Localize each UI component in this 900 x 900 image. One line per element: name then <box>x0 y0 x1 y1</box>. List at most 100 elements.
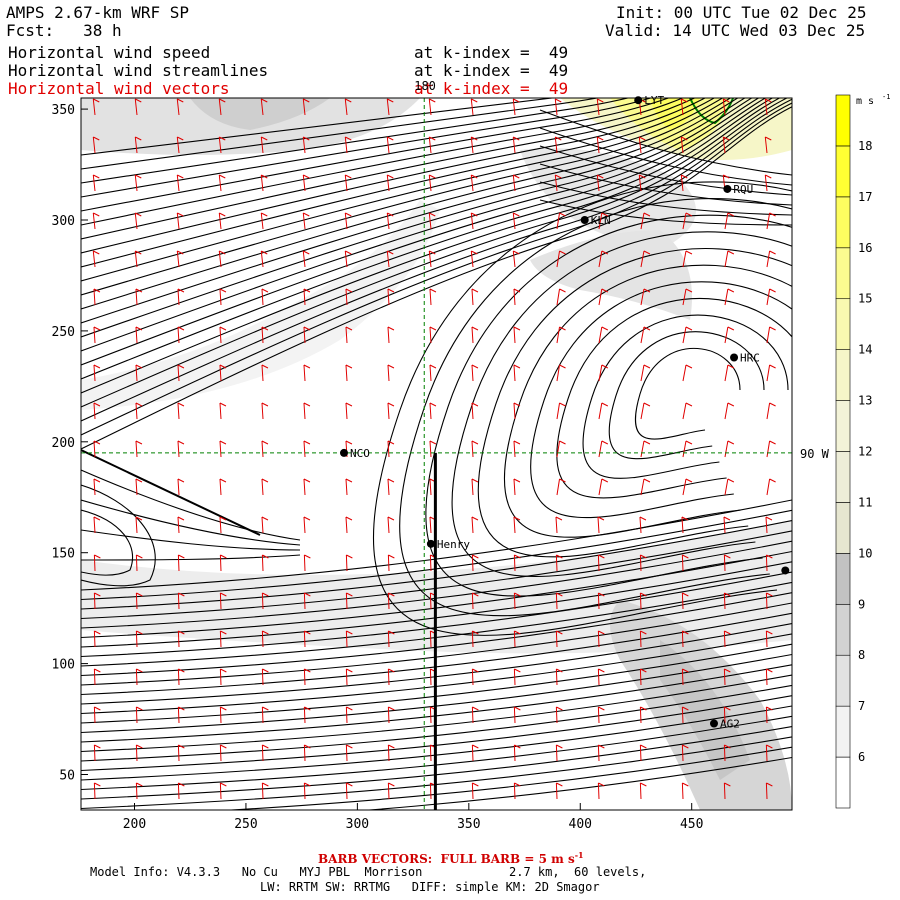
wind-barb-272 <box>93 706 101 724</box>
colorbar-tick-label-5: 11 <box>858 495 872 509</box>
map-frame <box>80 97 793 811</box>
wind-barb-211 <box>387 554 395 572</box>
streamline-6 <box>81 98 696 240</box>
parallel-label: 90 W <box>800 447 830 461</box>
wind-barb-162 <box>471 440 479 458</box>
wind-barb-303 <box>681 744 689 762</box>
wind-barb-129 <box>513 364 521 382</box>
wind-barb-316 <box>513 782 521 800</box>
colorbar-swatch-9 <box>835 298 851 350</box>
wind-barb-161 <box>429 440 437 458</box>
wind-barb-27 <box>512 136 520 154</box>
streamline-26 <box>81 540 792 629</box>
wind-barb-151 <box>724 402 735 420</box>
wind-barb-139 <box>219 402 227 420</box>
wind-barb-225 <box>261 592 269 610</box>
x-tick-label-5: 450 <box>680 817 703 832</box>
wind-barb-276 <box>261 706 269 724</box>
streamline-18 <box>81 98 789 408</box>
wind-barb-84 <box>766 250 776 268</box>
wind-barb-245 <box>387 630 395 648</box>
wind-barb-104 <box>177 326 185 344</box>
wind-barb-243 <box>303 630 311 648</box>
wind-barb-197 <box>513 516 521 534</box>
wind-barb-227 <box>345 592 353 610</box>
streamline-10 <box>81 98 732 296</box>
wind-barb-68 <box>92 250 100 268</box>
wind-barb-174 <box>261 478 269 496</box>
colorbar-swatch-12 <box>835 145 851 198</box>
wind-barb-105 <box>219 326 227 344</box>
wind-barb-217 <box>639 554 647 572</box>
wind-barb-83 <box>724 250 735 268</box>
wind-barb-125 <box>345 364 353 382</box>
colorbar-swatch-10 <box>835 247 851 300</box>
wind-barb-295 <box>345 744 353 762</box>
wind-barb-230 <box>471 592 479 610</box>
wind-barb-135 <box>766 364 776 382</box>
wind-barb-147 <box>556 402 566 420</box>
streamlines <box>81 98 792 810</box>
wind-barb-60 <box>470 212 478 230</box>
wind-barb-154 <box>135 440 143 458</box>
streamline-48 <box>634 347 741 440</box>
wind-barb-127 <box>429 364 437 382</box>
wind-barb-284 <box>597 706 605 724</box>
wind-barb-313 <box>387 782 395 800</box>
wind-barb-271 <box>765 668 773 686</box>
wind-barb-298 <box>471 744 479 762</box>
barb-note: BARB VECTORS: FULL BARB = 5 m s-1 <box>318 850 584 866</box>
wind-barb-110 <box>429 326 437 344</box>
colorbar-tick-label-1: 7 <box>858 699 865 713</box>
wind-barb-45 <box>554 174 562 192</box>
streamline-44 <box>81 726 792 800</box>
wind-barb-294 <box>303 744 311 762</box>
wind-barb-270 <box>723 668 731 686</box>
wind-barb-65 <box>682 212 693 230</box>
wind-barb-32 <box>722 136 730 154</box>
wind-barb-37 <box>218 174 226 192</box>
streamline-56 <box>425 214 792 597</box>
wind-barb-108 <box>345 326 353 344</box>
wind-barb-153 <box>93 440 101 458</box>
wind-barb-77 <box>470 250 478 268</box>
y-tick-label-0: 50 <box>59 769 75 784</box>
wind-barb-90 <box>303 288 311 306</box>
station-label-4: HRC <box>740 352 760 365</box>
colorbar-tick-label-3: 9 <box>858 597 865 611</box>
streamline-63 <box>81 449 261 536</box>
wind-barb-148 <box>598 402 609 420</box>
speed-region-1 <box>190 98 330 130</box>
wind-barb-317 <box>555 782 563 800</box>
wind-barb-185 <box>724 478 735 496</box>
wind-barb-198 <box>555 516 563 534</box>
wind-barb-301 <box>597 744 605 762</box>
wind-barb-132 <box>640 364 651 382</box>
wind-barb-130 <box>556 364 566 382</box>
streamline-54 <box>477 247 792 558</box>
wind-barb-46 <box>596 174 604 192</box>
wind-barb-103 <box>135 326 143 344</box>
colorbar-swatch-1 <box>835 705 851 758</box>
wind-barb-201 <box>681 516 689 534</box>
wind-barb-320 <box>681 782 689 800</box>
wind-barb-223 <box>177 592 185 610</box>
wind-barb-293 <box>261 744 269 762</box>
wind-barb-172 <box>177 478 185 496</box>
wind-barb-80 <box>598 250 609 268</box>
streamline-16 <box>81 98 774 380</box>
streamline-65 <box>81 509 134 576</box>
colorbar-tick-label-6: 12 <box>858 445 872 459</box>
wind-barb-131 <box>598 364 609 382</box>
wind-barb-182 <box>598 478 609 496</box>
wind-barb-214 <box>513 554 521 572</box>
wind-barb-89 <box>261 288 269 306</box>
wind-barb-240 <box>177 630 185 648</box>
wind-barb-106 <box>261 326 269 344</box>
wind-barb-183 <box>640 478 651 496</box>
wind-barb-319 <box>639 782 647 800</box>
wind-barb-71 <box>218 250 226 268</box>
wind-barb-221 <box>93 592 101 610</box>
streamline-37 <box>81 653 792 734</box>
streamline-28 <box>81 561 792 648</box>
